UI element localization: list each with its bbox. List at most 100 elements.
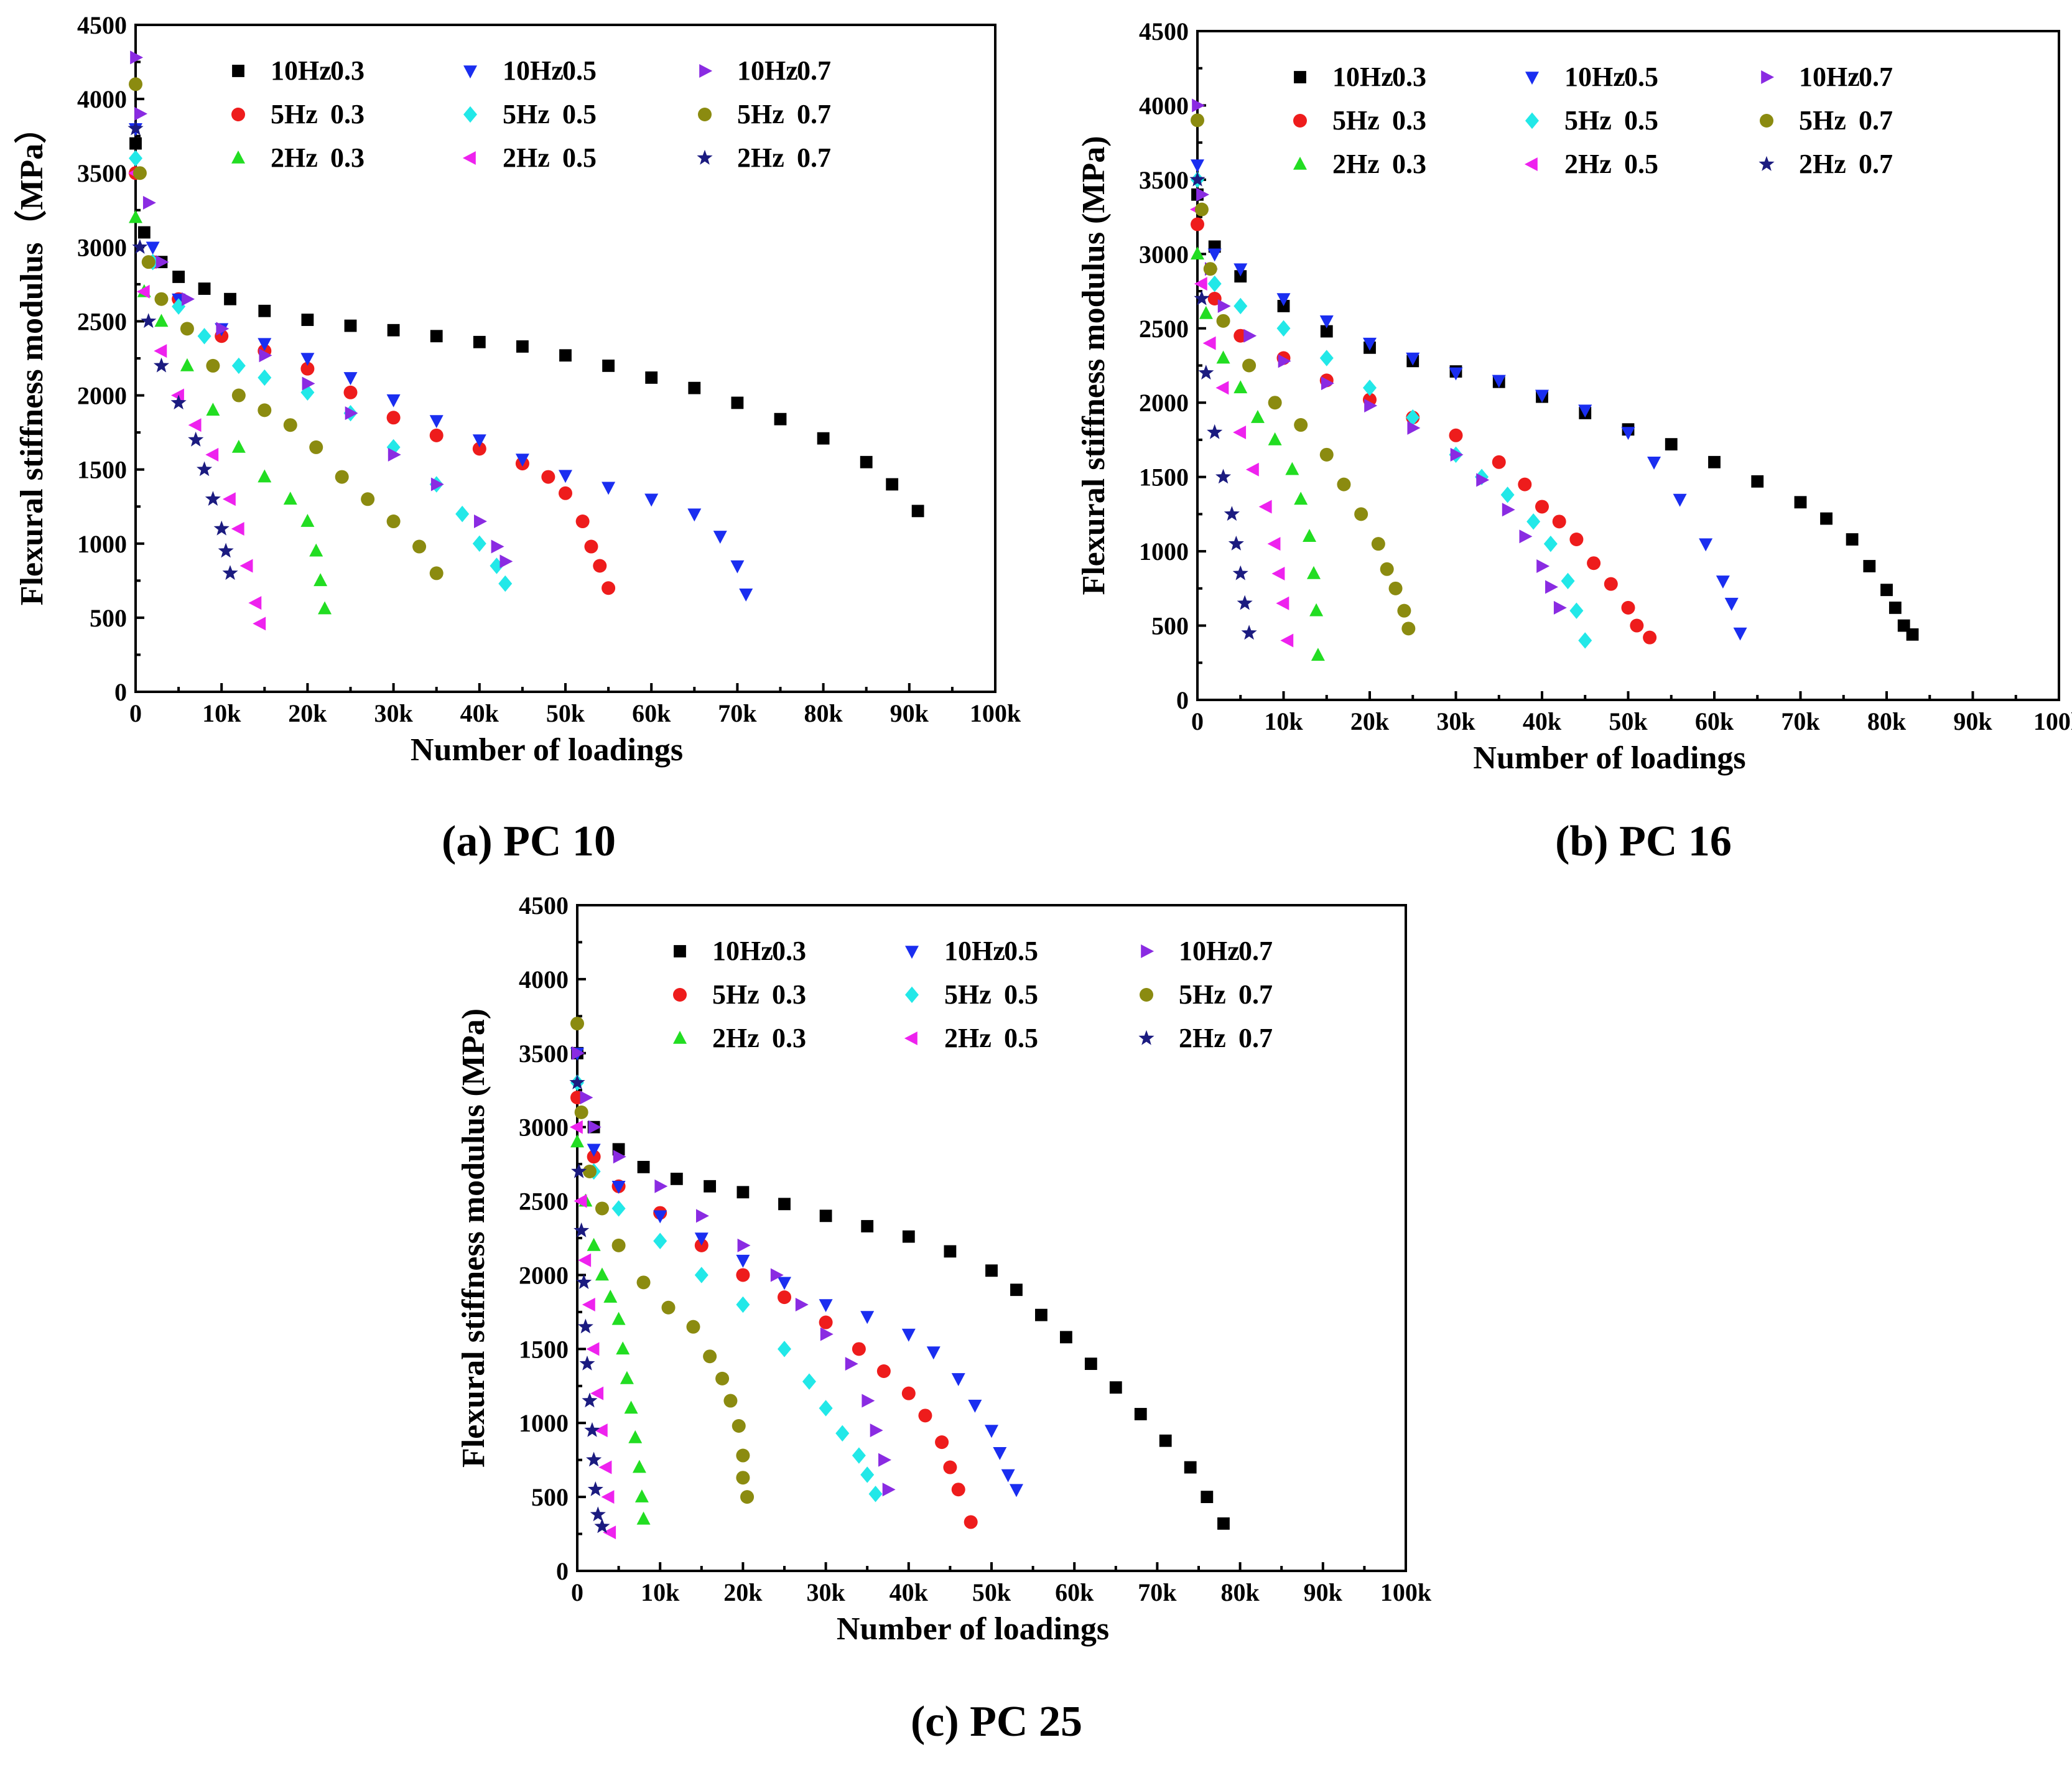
legend-marker (232, 65, 244, 77)
data-point (1233, 263, 1248, 277)
data-point (1320, 325, 1333, 338)
legend-marker (699, 64, 713, 78)
data-point (575, 515, 590, 529)
data-point (1500, 487, 1515, 503)
legend-ratio: 0.3 (330, 142, 365, 173)
data-point (613, 1150, 626, 1164)
data-point (737, 1238, 751, 1252)
y-tick-label: 1000 (1139, 538, 1189, 566)
data-point (1535, 500, 1549, 514)
data-point (1198, 365, 1214, 380)
data-point (1245, 462, 1259, 477)
y-tick-label: 1500 (77, 456, 127, 484)
data-point (1450, 447, 1464, 462)
data-point (582, 1165, 597, 1178)
x-tick-label: 60k (632, 699, 671, 727)
data-point (876, 1364, 891, 1378)
data-point (130, 50, 144, 65)
y-tick-label: 4000 (519, 966, 569, 994)
data-point (886, 478, 899, 491)
data-point (1319, 315, 1334, 328)
x-tick-label: 100k (2033, 707, 2072, 735)
legend-freq: 2Hz (1332, 149, 1380, 179)
data-point (1276, 293, 1291, 307)
data-point (935, 1435, 949, 1450)
x-tick-label: 10k (1264, 707, 1303, 735)
data-point (1203, 262, 1217, 276)
data-point (1354, 507, 1368, 521)
data-point (1519, 529, 1533, 544)
data-point (819, 1400, 833, 1417)
legend-freq: 5Hz (944, 979, 992, 1010)
legend-marker (673, 1030, 687, 1044)
data-point (1194, 202, 1209, 217)
series-2Hz-0.7 (1189, 171, 1257, 640)
y-tick-label: 4000 (1139, 91, 1189, 119)
data-point (634, 1489, 649, 1502)
data-point (703, 1349, 717, 1364)
legend-freq: 2Hz (1799, 149, 1846, 179)
data-point (594, 1423, 608, 1438)
data-point (1237, 595, 1253, 610)
data-point (472, 535, 486, 552)
data-point (1643, 630, 1657, 645)
y-tick-label: 2500 (519, 1188, 569, 1216)
data-point (344, 319, 357, 332)
data-point (559, 486, 572, 500)
legend-ratio: 0.5 (562, 142, 597, 173)
legend-marker (231, 150, 245, 164)
data-point (911, 505, 924, 518)
x-tick-label: 90k (1304, 1578, 1343, 1606)
data-point (1518, 477, 1532, 491)
data-point (231, 388, 246, 403)
data-point (852, 1447, 866, 1464)
legend-freq: 5Hz (1564, 105, 1612, 136)
data-point (231, 439, 246, 453)
data-point (1276, 596, 1289, 610)
data-point (1449, 428, 1463, 442)
data-point (820, 1327, 834, 1341)
data-point (918, 1409, 932, 1423)
data-point (572, 1046, 585, 1060)
data-point (455, 505, 470, 523)
data-point (1192, 98, 1206, 113)
series-2Hz-0.5 (128, 166, 266, 631)
data-point (1267, 537, 1281, 551)
legend-marker (1761, 70, 1775, 84)
legend-marker (1760, 114, 1773, 128)
series-5Hz-0.5 (570, 1074, 883, 1502)
legend-freq: 2Hz (271, 142, 318, 173)
x-axis-title: Number of loadings (837, 1611, 1109, 1647)
legend-marker (673, 988, 687, 1002)
data-point (146, 241, 160, 255)
series-10Hz-0.5 (570, 1047, 1023, 1497)
series-2Hz-0.7 (569, 1074, 610, 1534)
data-point (1242, 358, 1257, 373)
data-point (386, 515, 401, 529)
legend-marker (1294, 71, 1306, 83)
data-point (661, 1300, 676, 1315)
data-point (1191, 113, 1204, 128)
y-tick-label: 2000 (77, 382, 127, 410)
data-point (1476, 473, 1490, 487)
data-point (588, 1120, 602, 1134)
data-point (778, 1290, 791, 1305)
data-point (387, 324, 400, 337)
data-point (1543, 535, 1558, 552)
x-axis-title: Number of loadings (411, 732, 683, 768)
data-point (430, 477, 444, 491)
data-point (580, 1091, 593, 1105)
data-point (943, 1460, 957, 1474)
data-point (860, 1466, 875, 1483)
data-point (153, 357, 169, 373)
data-point (142, 195, 156, 210)
data-point (569, 1074, 585, 1089)
data-point (1569, 533, 1584, 546)
data-point (1578, 404, 1592, 418)
data-point (205, 491, 221, 506)
data-point (1232, 565, 1248, 580)
data-point (1306, 566, 1321, 579)
legend-marker (1525, 72, 1539, 85)
data-point (197, 328, 211, 345)
